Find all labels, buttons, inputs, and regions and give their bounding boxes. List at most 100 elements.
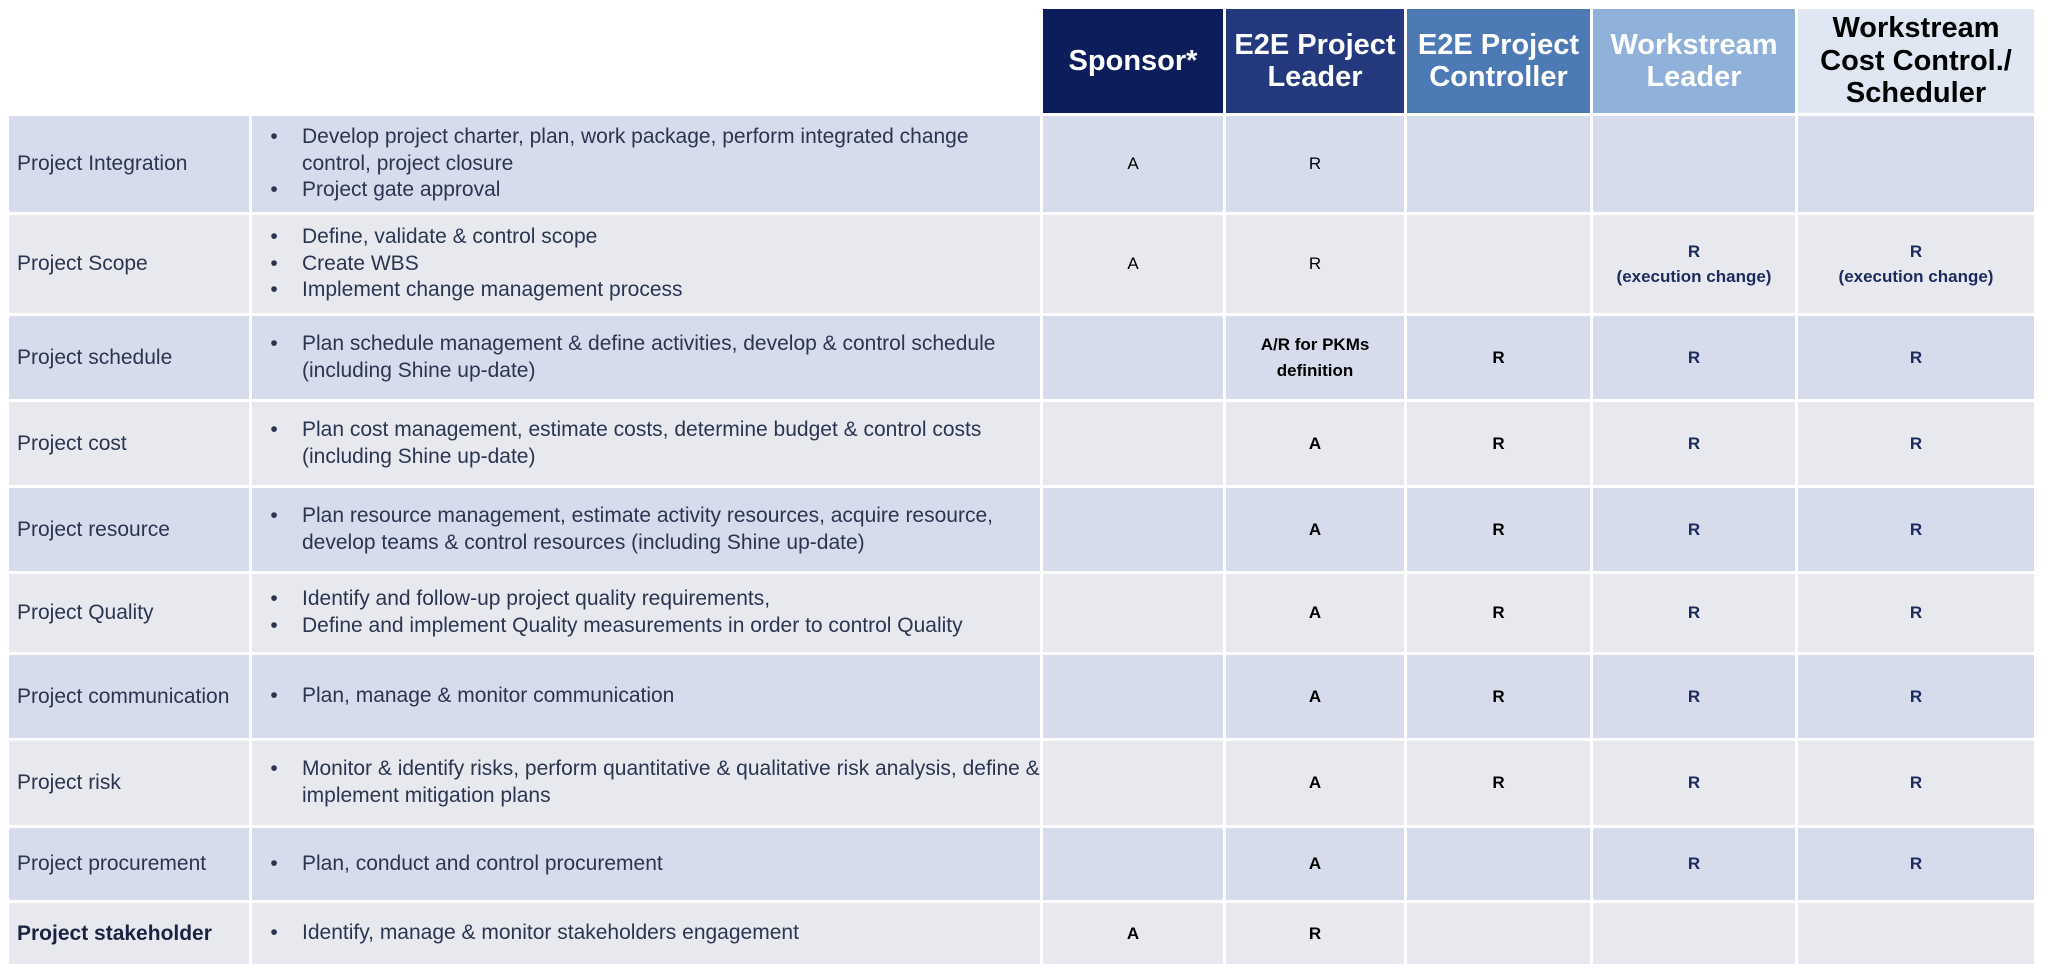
raci-body: Project Integration Develop project chart… (9, 116, 2034, 964)
activity-item: Identify, manage & monitor stakeholders … (266, 920, 1040, 947)
process-area: Project procurement (9, 828, 249, 900)
raci-cell: R (1798, 316, 2034, 399)
activity-description: Monitor & identify risks, perform quanti… (252, 741, 1040, 825)
raci-cell: R (1593, 488, 1795, 571)
activity-list: Monitor & identify risks, perform quanti… (266, 756, 1040, 810)
raci-cell: R (1798, 655, 2034, 738)
process-area: Project resource (9, 488, 249, 571)
raci-cell: A (1226, 402, 1404, 485)
activity-description: Identify, manage & monitor stakeholders … (252, 903, 1040, 964)
raci-cell: A (1226, 488, 1404, 571)
raci-cell (1043, 655, 1223, 738)
activity-description: Plan resource management, estimate activ… (252, 488, 1040, 571)
role-header-e2e-project-controller: E2E Project Controller (1407, 9, 1590, 113)
activity-description: Plan, conduct and control procurement (252, 828, 1040, 900)
role-header-sponsor: Sponsor* (1043, 9, 1223, 113)
activity-item: Develop project charter, plan, work pack… (266, 124, 1040, 178)
process-area: Project stakeholder (9, 903, 249, 964)
raci-cell: A (1226, 741, 1404, 825)
table-row: Project schedule Plan schedule management… (9, 316, 2034, 399)
raci-cell: R (1226, 215, 1404, 313)
raci-cell: A/R for PKMs definition (1226, 316, 1404, 399)
activity-description: Plan cost management, estimate costs, de… (252, 402, 1040, 485)
table-row: Project risk Monitor & identify risks, pe… (9, 741, 2034, 825)
activity-item: Define and implement Quality measurement… (266, 613, 1040, 640)
activity-item: Plan cost management, estimate costs, de… (266, 417, 1040, 471)
raci-cell (1798, 116, 2034, 212)
raci-cell (1043, 316, 1223, 399)
role-header-workstream-leader: Workstream Leader (1593, 9, 1795, 113)
raci-cell: R (1407, 655, 1590, 738)
activity-item: Plan resource management, estimate activ… (266, 503, 1040, 557)
raci-cell: R (1407, 316, 1590, 399)
table-row: Project Integration Develop project chart… (9, 116, 2034, 212)
raci-cell: R (1798, 828, 2034, 900)
activity-list: Develop project charter, plan, work pack… (266, 124, 1040, 205)
activity-list: Identify and follow-up project quality r… (266, 586, 1040, 640)
activity-list: Plan schedule management & define activi… (266, 331, 1040, 385)
raci-cell: A (1226, 574, 1404, 652)
raci-cell: R (1798, 402, 2034, 485)
table-row: Project stakeholder Identify, manage & mo… (9, 903, 2034, 964)
process-area: Project risk (9, 741, 249, 825)
activity-item: Implement change management process (266, 277, 1040, 304)
table-row: Project communication Plan, manage & moni… (9, 655, 2034, 738)
raci-cell: R (execution change) (1798, 215, 2034, 313)
raci-cell: R (1407, 574, 1590, 652)
raci-cell (1407, 215, 1590, 313)
table-row: Project procurement Plan, conduct and con… (9, 828, 2034, 900)
raci-cell: A (1226, 655, 1404, 738)
raci-cell (1593, 116, 1795, 212)
raci-cell: R (1593, 741, 1795, 825)
raci-cell: R (1407, 402, 1590, 485)
raci-cell (1043, 488, 1223, 571)
raci-cell: A (1226, 828, 1404, 900)
raci-cell (1593, 903, 1795, 964)
activity-list: Plan cost management, estimate costs, de… (266, 417, 1040, 471)
activity-item: Plan schedule management & define activi… (266, 331, 1040, 385)
table-row: Project resource Plan resource management… (9, 488, 2034, 571)
activity-item: Monitor & identify risks, perform quanti… (266, 756, 1040, 810)
activity-item: Plan, conduct and control procurement (266, 851, 1040, 878)
raci-cell: R (1593, 574, 1795, 652)
process-area: Project communication (9, 655, 249, 738)
raci-cell: A (1043, 903, 1223, 964)
role-header-e2e-project-leader: E2E Project Leader (1226, 9, 1404, 113)
table-row: Project Quality Identify and follow-up pr… (9, 574, 2034, 652)
activity-description: Develop project charter, plan, work pack… (252, 116, 1040, 212)
raci-cell: R (1407, 488, 1590, 571)
raci-cell (1407, 116, 1590, 212)
raci-cell (1043, 741, 1223, 825)
raci-cell: R (1798, 741, 2034, 825)
process-area: Project cost (9, 402, 249, 485)
raci-cell: R (execution change) (1593, 215, 1795, 313)
activity-list: Define, validate & control scopeCreate W… (266, 224, 1040, 305)
raci-cell: R (1593, 655, 1795, 738)
header-row: Sponsor* E2E Project Leader E2E Project … (9, 9, 2034, 113)
header-corner (9, 9, 1040, 113)
process-area: Project Scope (9, 215, 249, 313)
activity-item: Plan, manage & monitor communication (266, 683, 1040, 710)
raci-cell (1407, 903, 1590, 964)
raci-cell: A (1043, 215, 1223, 313)
raci-cell: R (1593, 402, 1795, 485)
raci-cell: R (1593, 316, 1795, 399)
activity-item: Create WBS (266, 251, 1040, 278)
raci-cell: R (1226, 903, 1404, 964)
role-header-workstream-cost-control-scheduler: Workstream Cost Control./ Scheduler (1798, 9, 2034, 113)
raci-matrix: Sponsor* E2E Project Leader E2E Project … (6, 6, 2037, 967)
raci-cell (1043, 574, 1223, 652)
raci-cell (1798, 903, 2034, 964)
activity-item: Project gate approval (266, 177, 1040, 204)
raci-cell: R (1798, 574, 2034, 652)
activity-list: Plan, manage & monitor communication (266, 683, 1040, 710)
process-area: Project Integration (9, 116, 249, 212)
activity-description: Identify and follow-up project quality r… (252, 574, 1040, 652)
activity-list: Identify, manage & monitor stakeholders … (266, 920, 1040, 947)
activity-description: Plan schedule management & define activi… (252, 316, 1040, 399)
activity-description: Define, validate & control scopeCreate W… (252, 215, 1040, 313)
raci-cell: R (1593, 828, 1795, 900)
raci-cell: A (1043, 116, 1223, 212)
process-area: Project schedule (9, 316, 249, 399)
activity-list: Plan resource management, estimate activ… (266, 503, 1040, 557)
